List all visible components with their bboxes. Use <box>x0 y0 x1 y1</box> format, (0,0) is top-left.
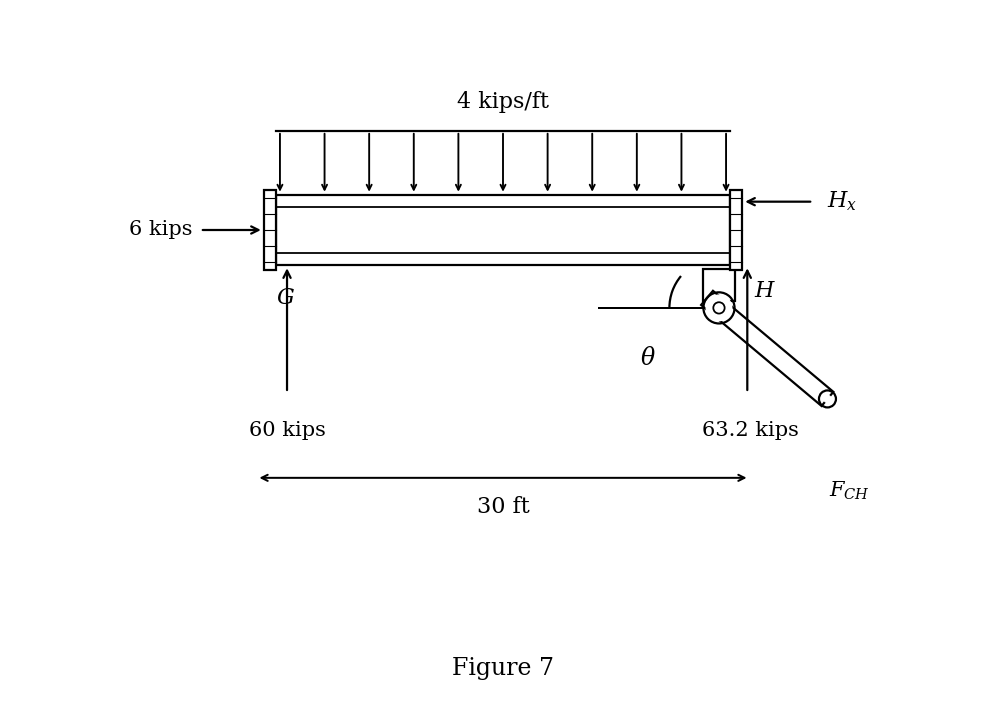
Text: 60 kips: 60 kips <box>248 421 326 440</box>
Text: $\theta$: $\theta$ <box>640 347 656 370</box>
Text: 63.2 kips: 63.2 kips <box>702 421 800 440</box>
Bar <box>729 191 742 269</box>
Text: 30 ft: 30 ft <box>477 495 529 518</box>
Text: 6 kips: 6 kips <box>130 220 193 240</box>
Text: Figure 7: Figure 7 <box>452 656 554 679</box>
Bar <box>277 195 729 266</box>
Circle shape <box>706 295 731 321</box>
Polygon shape <box>701 291 833 406</box>
Bar <box>264 191 277 269</box>
Text: G: G <box>277 287 294 308</box>
Circle shape <box>824 396 831 402</box>
Text: $H_x$: $H_x$ <box>827 190 857 214</box>
Text: H: H <box>754 279 774 302</box>
Bar <box>703 269 735 301</box>
Text: $F_{CH}$: $F_{CH}$ <box>829 479 869 502</box>
Text: 4 kips/ft: 4 kips/ft <box>457 91 549 113</box>
